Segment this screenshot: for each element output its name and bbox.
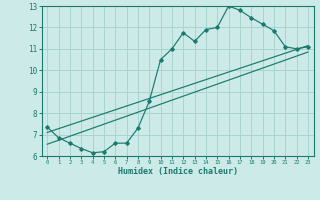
X-axis label: Humidex (Indice chaleur): Humidex (Indice chaleur) <box>118 167 237 176</box>
